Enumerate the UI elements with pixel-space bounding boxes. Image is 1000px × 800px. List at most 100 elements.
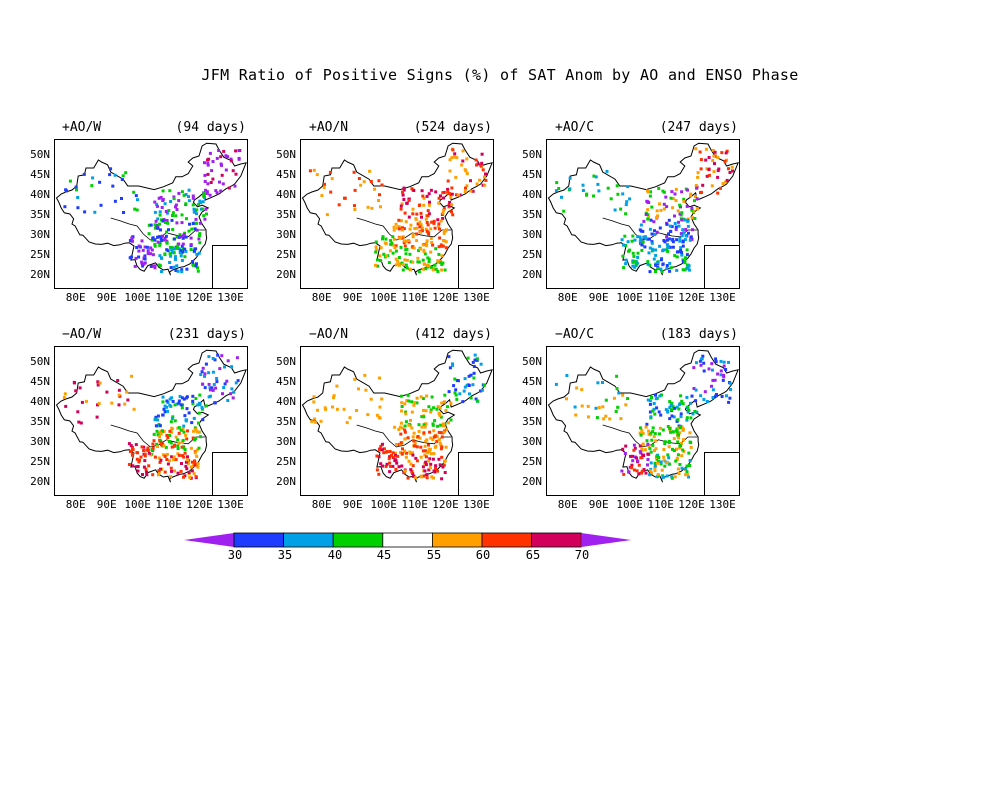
station-dot: [337, 203, 341, 207]
station-dot: [153, 455, 157, 459]
station-dot: [686, 410, 690, 414]
station-dot: [484, 178, 488, 182]
station-dot: [668, 245, 672, 249]
station-dot: [662, 202, 666, 206]
station-dot: [405, 247, 409, 251]
station-dot: [147, 464, 151, 468]
station-dot: [166, 409, 169, 413]
station-dot: [192, 429, 195, 433]
station-dot: [378, 254, 382, 258]
lat-tick-label: 30N: [30, 228, 50, 241]
station-dot: [448, 366, 452, 370]
station-dot: [414, 456, 418, 460]
lat-tick-label: 50N: [30, 355, 50, 368]
station-dot: [402, 198, 406, 201]
station-dot: [177, 426, 181, 430]
station-dot: [397, 262, 401, 266]
station-dot: [648, 263, 652, 267]
station-dot: [187, 188, 191, 192]
station-dot: [440, 435, 444, 439]
station-dot: [219, 155, 223, 159]
station-dot: [479, 164, 483, 168]
station-dot: [330, 177, 334, 181]
station-dot: [234, 172, 238, 176]
lat-tick-label: 30N: [30, 435, 50, 448]
station-dot: [644, 213, 648, 216]
station-dot: [210, 386, 214, 390]
station-dot: [620, 238, 624, 242]
station-dot: [183, 414, 187, 418]
station-dot: [194, 217, 198, 221]
station-dot: [225, 379, 229, 383]
station-dot: [730, 165, 734, 169]
station-dot: [433, 419, 437, 423]
station-dot: [429, 462, 433, 466]
station-dot: [437, 252, 441, 256]
station-dot: [177, 191, 181, 195]
station-dot: [430, 265, 433, 269]
station-dot: [695, 197, 699, 201]
lon-tick-label: 100E: [370, 498, 397, 511]
station-dot: [157, 473, 160, 477]
station-dot: [404, 263, 408, 267]
station-dot: [678, 236, 682, 240]
station-dot: [195, 228, 199, 232]
station-dot: [442, 424, 445, 428]
station-dot: [663, 464, 667, 468]
station-dot: [448, 200, 452, 204]
station-dot: [128, 256, 132, 260]
station-dot: [723, 159, 727, 163]
station-dot: [632, 443, 636, 447]
station-dot: [180, 259, 184, 262]
lat-tick-label: 30N: [522, 435, 542, 448]
station-dot: [715, 393, 718, 396]
colorbar-label: 40: [327, 548, 343, 562]
station-dot: [160, 429, 164, 433]
station-dot: [130, 374, 134, 378]
station-dot: [388, 249, 392, 253]
station-dot: [684, 467, 688, 471]
station-dot: [313, 420, 317, 424]
station-dot: [424, 449, 428, 453]
station-dot: [479, 362, 483, 366]
station-dot: [650, 247, 654, 251]
station-dot: [678, 239, 682, 243]
station-dot: [646, 442, 650, 446]
station-dot: [161, 189, 165, 193]
station-dot: [169, 441, 173, 445]
station-dot: [192, 416, 196, 420]
station-dot: [468, 392, 471, 396]
station-dot: [169, 254, 173, 258]
station-dot: [345, 421, 349, 425]
station-dot: [157, 469, 161, 472]
china-outline: [547, 142, 739, 276]
station-dot: [689, 445, 693, 449]
station-dot: [177, 199, 181, 203]
station-dot: [206, 172, 210, 176]
lon-tick-label: 120E: [186, 291, 213, 304]
station-dot: [473, 353, 477, 357]
station-dot: [177, 401, 181, 405]
station-dot: [724, 151, 728, 155]
station-dot: [149, 265, 153, 268]
station-dot: [441, 465, 445, 469]
station-dot: [662, 448, 666, 451]
station-dot: [637, 472, 641, 476]
station-dot: [191, 263, 195, 267]
station-dot: [149, 246, 153, 250]
station-dot: [178, 251, 182, 255]
station-dot: [655, 406, 659, 410]
station-dot: [646, 217, 650, 221]
station-dot: [436, 270, 440, 273]
station-dot: [353, 208, 357, 211]
station-dot: [476, 399, 480, 403]
station-dot: [662, 207, 666, 211]
station-dot: [701, 354, 705, 358]
station-dot: [640, 428, 644, 432]
station-dot: [681, 259, 685, 263]
station-dot: [450, 186, 454, 190]
station-dot: [421, 258, 425, 262]
station-dot: [716, 191, 720, 195]
station-dot: [180, 462, 183, 465]
station-dot: [185, 437, 189, 441]
